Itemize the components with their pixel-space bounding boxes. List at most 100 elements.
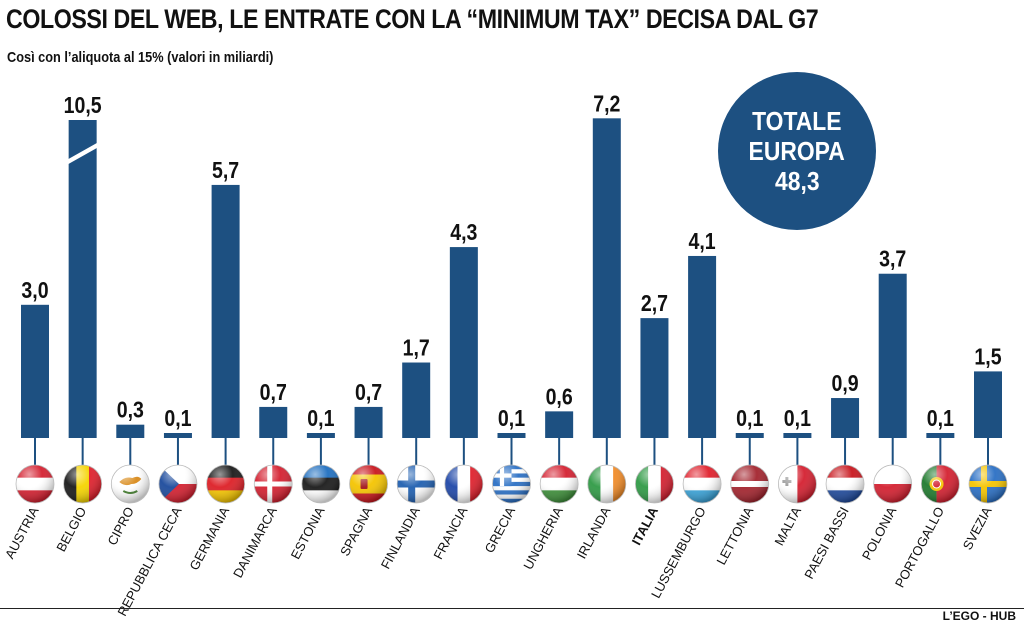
flag-latvia-icon bbox=[730, 465, 769, 503]
bar-irlanda bbox=[592, 118, 621, 438]
flag-outline bbox=[539, 464, 579, 504]
bar-lettonia bbox=[735, 433, 764, 438]
bar-polonia bbox=[878, 273, 907, 438]
flag-denmark-icon bbox=[254, 465, 293, 503]
flag-outline bbox=[158, 464, 198, 504]
source-credit: L’EGO - HUB bbox=[942, 609, 1016, 623]
value-label: 3,0 bbox=[21, 277, 48, 303]
flag-outline bbox=[968, 464, 1008, 504]
chart-subtitle: Così con l’aliquota al 15% (valori in mi… bbox=[7, 49, 274, 66]
bar-danimarca bbox=[259, 406, 288, 438]
category-label: IRLANDA bbox=[574, 504, 614, 561]
value-label: 7,2 bbox=[593, 91, 620, 117]
value-label: 4,1 bbox=[689, 228, 716, 254]
flag-poland-icon bbox=[873, 465, 912, 503]
bar-ungheria bbox=[545, 411, 574, 438]
flag-outline bbox=[587, 464, 627, 504]
flag-outline bbox=[444, 464, 484, 504]
flag-czech-republic-icon bbox=[158, 465, 197, 503]
value-label: 0,9 bbox=[831, 371, 858, 397]
bar-grecia bbox=[497, 433, 526, 438]
bar-lussemburgo bbox=[688, 255, 717, 438]
flag-outline bbox=[873, 464, 913, 504]
value-label: 4,3 bbox=[450, 220, 477, 246]
category-label: FRANCIA bbox=[430, 504, 470, 562]
bar-svezia bbox=[974, 371, 1002, 438]
category-label: UNGHERIA bbox=[520, 504, 566, 572]
bar-finlandia bbox=[402, 362, 431, 438]
value-label: 0,1 bbox=[164, 406, 191, 432]
value-label: 1,5 bbox=[974, 344, 1001, 370]
bar-malta bbox=[783, 433, 812, 438]
category-label: AUSTRIA bbox=[2, 504, 42, 561]
category-label: SVEZIA bbox=[960, 504, 995, 552]
flag-outline bbox=[253, 464, 293, 504]
category-label: ESTONIA bbox=[288, 504, 328, 562]
total-label-line2: EUROPA bbox=[748, 136, 846, 166]
flag-italy-icon bbox=[635, 465, 674, 503]
flag-outline bbox=[206, 464, 246, 504]
bar-estonia bbox=[306, 433, 335, 438]
category-label: PORTOGALLO bbox=[892, 504, 947, 590]
bar-paesi-bassi bbox=[831, 398, 860, 438]
bar-francia bbox=[449, 247, 478, 438]
value-label: 0,7 bbox=[355, 379, 382, 405]
value-label: 0,7 bbox=[260, 379, 287, 405]
value-label: 0,1 bbox=[307, 406, 334, 432]
flag-finland-icon bbox=[397, 465, 436, 503]
flag-germany-icon bbox=[206, 465, 245, 503]
category-label: MALTA bbox=[771, 504, 804, 548]
category-label: PAESI BASSI bbox=[801, 504, 851, 581]
flag-sweden-icon bbox=[969, 465, 1007, 503]
category-label: BELGIO bbox=[53, 504, 89, 554]
value-label: 3,7 bbox=[879, 246, 906, 272]
category-label: ITALIA bbox=[629, 504, 662, 548]
value-label: 0,3 bbox=[117, 397, 144, 423]
flag-outline bbox=[778, 464, 817, 504]
flag-outline bbox=[635, 464, 674, 504]
bar-germania bbox=[211, 184, 240, 438]
axis-break-marker bbox=[66, 142, 99, 165]
flag-austria-icon bbox=[16, 465, 54, 503]
value-label: 0,1 bbox=[927, 406, 954, 432]
flag-hungary-icon bbox=[540, 465, 579, 503]
value-label: 0,1 bbox=[784, 406, 811, 432]
flag-outline bbox=[492, 464, 531, 504]
bar-cipro bbox=[116, 424, 145, 438]
category-label: POLONIA bbox=[859, 504, 900, 562]
footer-divider bbox=[0, 608, 1024, 609]
flag-outline bbox=[15, 464, 55, 504]
flag-outline bbox=[920, 464, 960, 504]
category-label: LETTONIA bbox=[713, 504, 756, 567]
flag-cyprus-icon bbox=[111, 465, 150, 503]
bar-austria bbox=[21, 304, 49, 438]
category-label: FINLANDIA bbox=[378, 504, 423, 571]
total-value: 48,3 bbox=[774, 166, 820, 196]
flag-malta-icon bbox=[778, 465, 817, 503]
flag-outline bbox=[682, 464, 722, 504]
flag-luxembourg-icon bbox=[683, 465, 722, 503]
flag-estonia-icon bbox=[301, 465, 340, 503]
bar-portogallo bbox=[926, 433, 955, 438]
flag-outline bbox=[396, 464, 436, 504]
flag-france-icon bbox=[444, 465, 483, 503]
flag-portugal-icon bbox=[921, 465, 960, 503]
value-label: 5,7 bbox=[212, 157, 239, 183]
flag-netherlands-icon bbox=[826, 465, 865, 503]
category-label: GRECIA bbox=[482, 504, 519, 555]
value-label: 1,7 bbox=[403, 335, 430, 361]
bar-spagna bbox=[354, 406, 383, 438]
flag-outline bbox=[110, 464, 150, 504]
total-europe-badge: TOTALE EUROPA 48,3 bbox=[718, 72, 876, 230]
value-label: 0,6 bbox=[546, 384, 573, 410]
category-label: DANIMARCA bbox=[230, 504, 280, 580]
value-label: 0,1 bbox=[736, 406, 763, 432]
flag-greece-icon bbox=[492, 465, 531, 503]
flag-belgium-icon bbox=[63, 465, 102, 503]
chart-title: COLOSSI DEL WEB, LE ENTRATE CON LA “MINI… bbox=[6, 4, 819, 34]
flag-outline bbox=[730, 464, 770, 504]
total-label-line1: TOTALE bbox=[752, 106, 842, 136]
bar-italia bbox=[640, 318, 669, 438]
flag-outline bbox=[349, 464, 388, 504]
